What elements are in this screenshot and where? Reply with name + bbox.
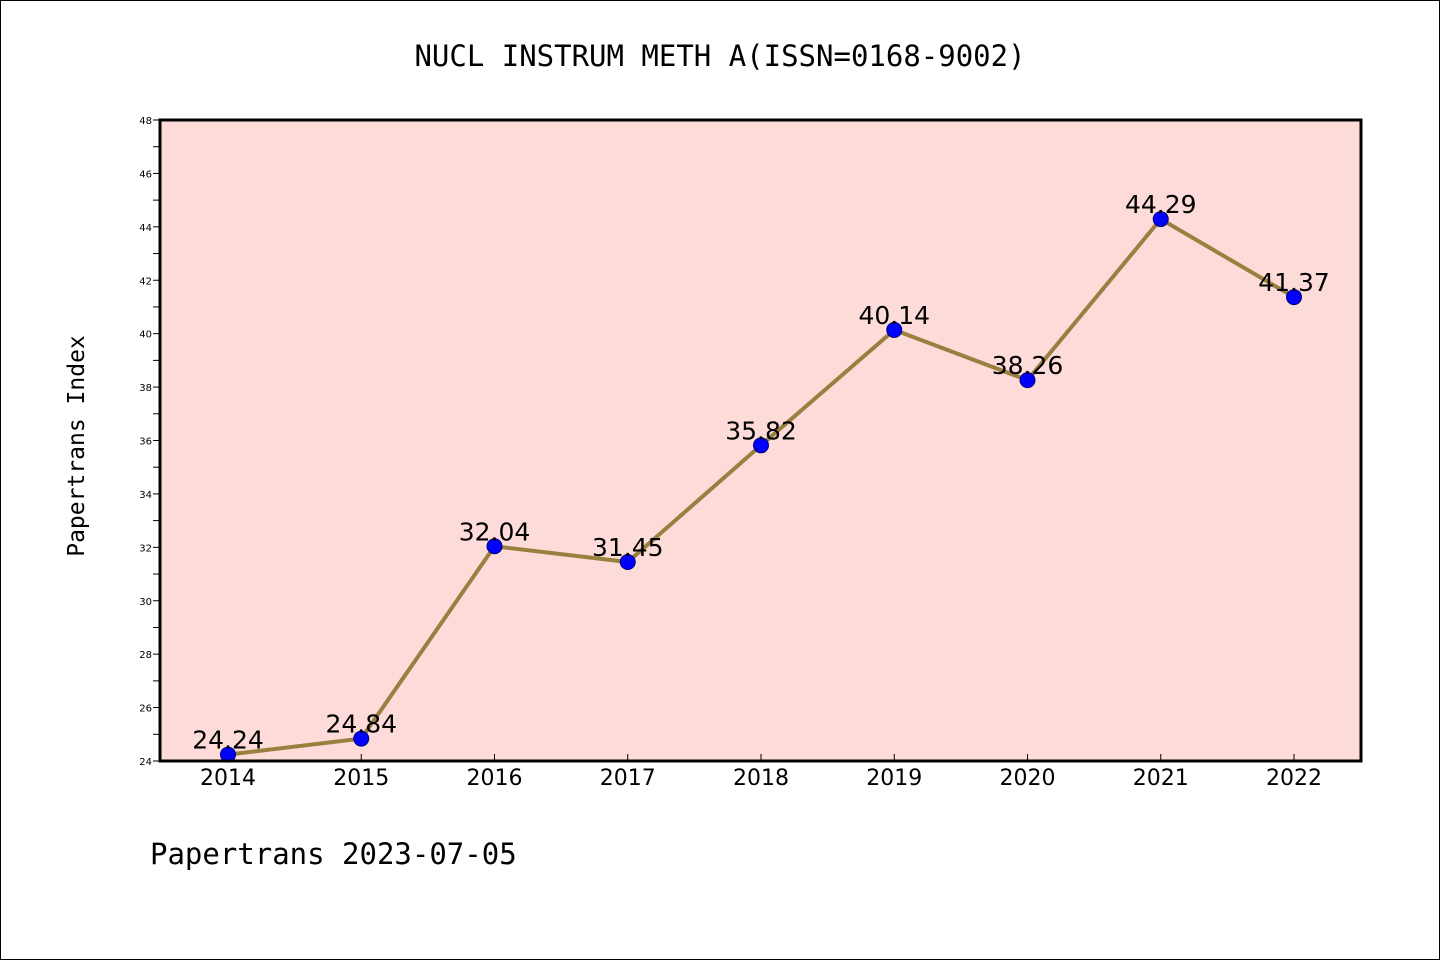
data-point xyxy=(1019,372,1036,389)
plot-border xyxy=(158,118,1363,763)
y-tick-label: 24 xyxy=(139,757,152,768)
y-tick-label: 26 xyxy=(139,704,152,715)
x-axis: 2014 2015 2016 2017 2018 2019 2020 2021 2022 xyxy=(200,754,1322,791)
y-tick-label: 30 xyxy=(139,597,152,608)
footer-date: Papertrans 2023-07-05 xyxy=(150,837,517,871)
data-point xyxy=(1286,289,1302,306)
data-label: 31.45 xyxy=(592,533,664,562)
x-tick-label: 2019 xyxy=(866,766,922,791)
x-tick-label: 2022 xyxy=(1266,766,1322,791)
y-tick-label: 34 xyxy=(139,490,152,501)
x-tick-label: 2018 xyxy=(733,766,789,791)
x-tick-label: 2015 xyxy=(333,766,389,791)
data-label: 24.84 xyxy=(325,710,397,739)
y-tick-label: 44 xyxy=(139,223,152,234)
chart-title: NUCL INSTRUM METH A(ISSN=0168-9002) xyxy=(414,39,1025,73)
y-tick-label: 48 xyxy=(139,116,152,127)
data-markers xyxy=(220,211,1302,763)
x-tick-label: 2017 xyxy=(600,766,656,791)
data-label: 35.82 xyxy=(725,416,797,445)
data-point xyxy=(353,730,370,747)
data-point xyxy=(619,554,636,571)
x-tick-label: 2020 xyxy=(1000,766,1056,791)
y-tick-label: 46 xyxy=(139,169,152,180)
data-point xyxy=(486,538,503,555)
data-point xyxy=(1152,211,1169,228)
data-label: 40.14 xyxy=(858,301,930,330)
y-tick-label: 38 xyxy=(139,383,152,394)
data-point xyxy=(886,321,903,338)
data-label: 32.04 xyxy=(459,517,531,546)
data-label: 38.26 xyxy=(992,351,1064,380)
x-tick-label: 2014 xyxy=(200,766,256,791)
y-tick-label: 36 xyxy=(139,437,152,448)
y-tick-label: 28 xyxy=(139,650,152,661)
x-tick-label: 2021 xyxy=(1133,766,1189,791)
data-label: 41.37 xyxy=(1258,268,1330,297)
data-label: 44.29 xyxy=(1125,190,1197,219)
y-axis-label: Papertrans Index xyxy=(64,335,90,557)
y-tick-label: 40 xyxy=(139,330,152,341)
data-label: 24.24 xyxy=(192,726,264,755)
y-axis: 24 26 28 30 32 34 36 38 40 42 44 46 48 xyxy=(139,116,160,768)
y-tick-label: 32 xyxy=(139,543,152,554)
x-tick-label: 2016 xyxy=(467,766,523,791)
data-point xyxy=(753,437,769,454)
y-tick-label: 42 xyxy=(139,276,152,287)
data-labels: 24.24 24.84 32.04 31.45 35.82 40.14 38.26 44.29… xyxy=(192,190,1330,755)
